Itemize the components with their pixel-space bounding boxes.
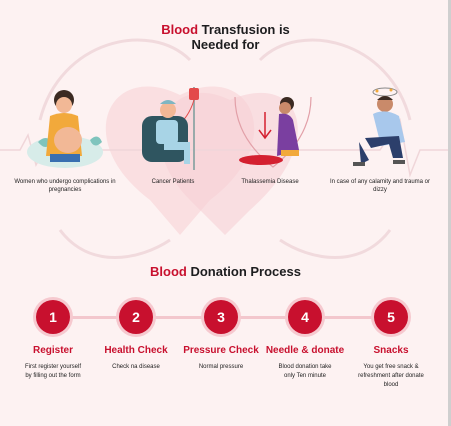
step-needle-donate: 4 Needle & donate Blood donation take on…: [259, 300, 351, 381]
step-description: You get free snack & refreshment after d…: [358, 364, 424, 388]
process-title: Blood Donation Process: [0, 264, 451, 280]
need-caption-thalassemia: Thalassemia Disease: [241, 179, 299, 185]
step-name: Register: [32, 345, 73, 356]
cancer-patient-icon: [142, 87, 199, 170]
thalassemia-icon: [234, 96, 312, 168]
process-title-accent: Blood: [150, 264, 187, 279]
step-pressure-check: 3 Pressure Check Normal pressure: [175, 300, 267, 372]
need-caption-pregnancy: Women who undergo complications in pregn…: [14, 179, 116, 193]
transfusion-title-rest: Transfusion is: [201, 22, 290, 37]
need-caption-calamity: In case of any calamity and trauma or di…: [329, 179, 431, 193]
step-number-badge: 2: [119, 300, 153, 334]
need-card-cancer: Cancer Patients: [118, 82, 228, 186]
step-number-badge: 5: [374, 300, 408, 334]
step-description: Normal pressure: [198, 364, 244, 370]
step-snacks: 5 Snacks You get free snack & refreshmen…: [345, 300, 437, 390]
step-name: Health Check: [104, 345, 168, 356]
step-name: Snacks: [373, 345, 409, 356]
step-description: Check na disease: [112, 364, 160, 370]
transfusion-title-line2: Needed for: [191, 37, 260, 52]
step-register: 1 Register First register yourself by fi…: [7, 300, 99, 381]
window-right-border: [448, 0, 451, 426]
step-description: First register yourself by filling out t…: [24, 364, 81, 379]
step-number-badge: 3: [204, 300, 238, 334]
transfusion-title-accent: Blood: [161, 22, 199, 37]
step-number-badge: 1: [36, 300, 70, 334]
transfusion-title: Blood Transfusion is: [0, 22, 451, 38]
step-name: Needle & donate: [265, 345, 345, 356]
step-name: Pressure Check: [183, 345, 259, 356]
step-health-check: 2 Health Check Check na disease: [90, 300, 182, 372]
step-number-badge: 4: [288, 300, 322, 334]
need-card-pregnancy: Women who undergo complications in pregn…: [10, 82, 120, 194]
need-card-calamity: In case of any calamity and trauma or di…: [325, 82, 435, 194]
need-card-thalassemia: Thalassemia Disease: [215, 82, 325, 186]
process-title-rest: Donation Process: [190, 264, 301, 279]
dizzy-person-icon: [353, 87, 405, 166]
need-caption-cancer: Cancer Patients: [151, 179, 195, 185]
pregnant-woman-icon: [27, 90, 103, 168]
step-description: Blood donation take only Ten minute: [278, 364, 332, 379]
